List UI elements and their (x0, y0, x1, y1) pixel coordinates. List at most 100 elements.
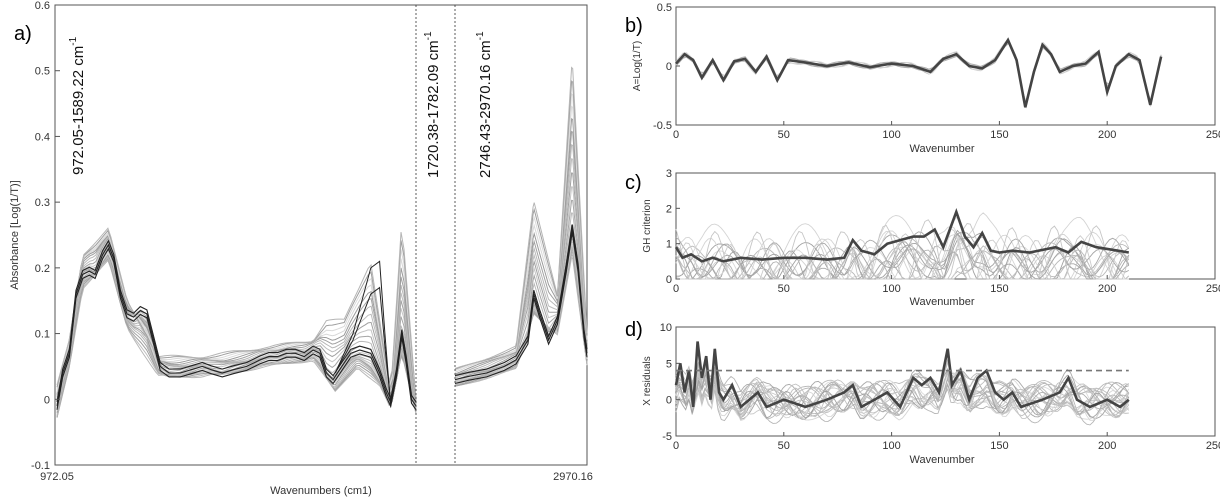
x-tick-label: 150 (990, 283, 1008, 295)
replicate-curve (675, 40, 1162, 106)
sample-spectrum (454, 130, 588, 376)
x-tick-label: 50 (778, 283, 790, 295)
x-tick-label: 100 (882, 129, 900, 141)
mean-curve (674, 341, 1130, 410)
panel-a-y-axis-label: Absorbance [Log(1/T)] (9, 180, 21, 289)
panel-c-x-axis-label: Wavenumber (909, 296, 974, 308)
x-tick-label: 0 (673, 283, 679, 295)
panel-a-y-tick-label: -0.1 (31, 460, 50, 472)
replicate-curve (675, 39, 1162, 106)
sample-spectrum (56, 247, 417, 410)
replicate-curve (675, 40, 1162, 105)
x-tick-label: 0 (673, 440, 679, 452)
region-label-3: 2746.43-2970.16 cm-1 (475, 31, 494, 178)
region-label-2: 1720.38-1782.09 cm-1 (423, 31, 442, 178)
mean-curve (675, 37, 1163, 108)
panel-a-y-tick-label: 0.6 (35, 0, 50, 12)
panel-b-x-axis-label: Wavenumber (909, 143, 974, 155)
panel-b-frame (675, 6, 1216, 126)
x-tick-label: 150 (990, 129, 1008, 141)
replicate-curve (676, 226, 1130, 280)
panel-a-label: a) (14, 23, 32, 45)
x-tick-label: 50 (778, 440, 790, 452)
mean-spectrum (56, 239, 417, 403)
sample-spectrum (454, 105, 588, 373)
replicate-curve (675, 42, 1162, 106)
replicate-curve (675, 231, 1130, 279)
replicate-curve (675, 41, 1162, 108)
sample-spectrum (56, 249, 417, 410)
panel-d-x-axis-label: Wavenumber (909, 454, 974, 466)
sample-spectrum (56, 259, 417, 418)
replicate-curve (675, 363, 1130, 417)
x-tick-label: 200 (1098, 283, 1116, 295)
mean-curve (674, 208, 1130, 263)
replicate-curve (675, 39, 1162, 106)
replicate-curve (675, 233, 1130, 280)
panel-a-y-tick-label: 0.5 (35, 66, 50, 78)
panel-a-y-tick-label: 0 (44, 394, 50, 406)
panel-a: a) -0.1 0 0.1 0.2 0.3 0.4 0.5 0.6 972.05 2970.1… (9, 0, 593, 497)
y-tick-label: 0 (666, 395, 672, 407)
x-tick-label: 250 (1206, 283, 1220, 295)
mean-spectrum (454, 224, 588, 377)
panel-c-y-axis-label: GH criterion (642, 199, 653, 252)
panel-c-label: c) (625, 172, 642, 194)
panel-c-axes: 0 50 100 150 200 250 0 1 2 3 (666, 168, 1220, 295)
x-tick-label: 100 (882, 283, 900, 295)
panel-c-curves (674, 208, 1130, 280)
sample-spectrum (454, 66, 588, 369)
sample-spectrum (56, 258, 417, 418)
x-tick-label: 200 (1098, 129, 1116, 141)
replicate-curve (675, 42, 1162, 106)
sample-spectrum (454, 117, 588, 375)
sample-spectrum (56, 253, 417, 413)
y-tick-label: 0.5 (657, 2, 672, 14)
replicate-curve (675, 42, 1162, 106)
replicate-curve (675, 245, 1130, 280)
region-label-1: 972.05-1589.22 cm-1 (68, 36, 87, 175)
y-tick-label: 0 (666, 274, 672, 286)
x-tick-label: 50 (778, 129, 790, 141)
mean-spectrum (454, 228, 588, 381)
x-tick-label: 200 (1098, 440, 1116, 452)
panel-a-y-tick-label: 0.2 (35, 263, 50, 275)
x-tick-label: 100 (882, 440, 900, 452)
replicate-curve (675, 40, 1162, 106)
panel-a-x-tick-label: 972.05 (40, 471, 74, 483)
mean-spectrum (454, 232, 588, 385)
panel-c: c) 0 50 100 150 200 250 0 1 2 3 Wavenumber GH cri… (625, 168, 1220, 308)
panel-d-frame (675, 326, 1216, 437)
panel-a-y-tick-label: 0.1 (35, 329, 50, 341)
mean-spectrum (56, 247, 417, 411)
panel-a-x-tick-label: 2970.16 (553, 471, 593, 483)
panel-a-y-tick-label: 0.3 (35, 197, 50, 209)
y-tick-label: -0.5 (653, 120, 672, 132)
replicate-curve (675, 228, 1130, 280)
replicate-curve (675, 359, 1130, 420)
panel-a-frame (54, 4, 588, 466)
replicate-curve (675, 42, 1162, 106)
x-tick-label: 250 (1206, 129, 1220, 141)
panel-a-y-axis: -0.1 0 0.1 0.2 0.3 0.4 0.5 0.6 (31, 0, 60, 472)
y-tick-label: 0 (666, 61, 672, 73)
sample-spectrum (454, 158, 588, 376)
panel-a-x-axis-label: Wavenumbers (cm1) (270, 485, 372, 497)
replicate-curve (675, 219, 1130, 280)
y-tick-label: 5 (666, 358, 672, 370)
y-tick-label: -5 (662, 431, 672, 443)
replicate-curve (675, 41, 1162, 106)
replicate-curve (675, 371, 1130, 412)
replicate-curve (675, 39, 1162, 109)
panel-a-y-tick-label: 0.4 (35, 131, 50, 143)
y-tick-label: 1 (666, 239, 672, 251)
panel-d-y-axis-label: X residuals (642, 356, 653, 405)
panel-d-label: d) (625, 319, 643, 341)
outlier-spectrum (334, 286, 392, 403)
x-tick-label: 0 (673, 129, 679, 141)
